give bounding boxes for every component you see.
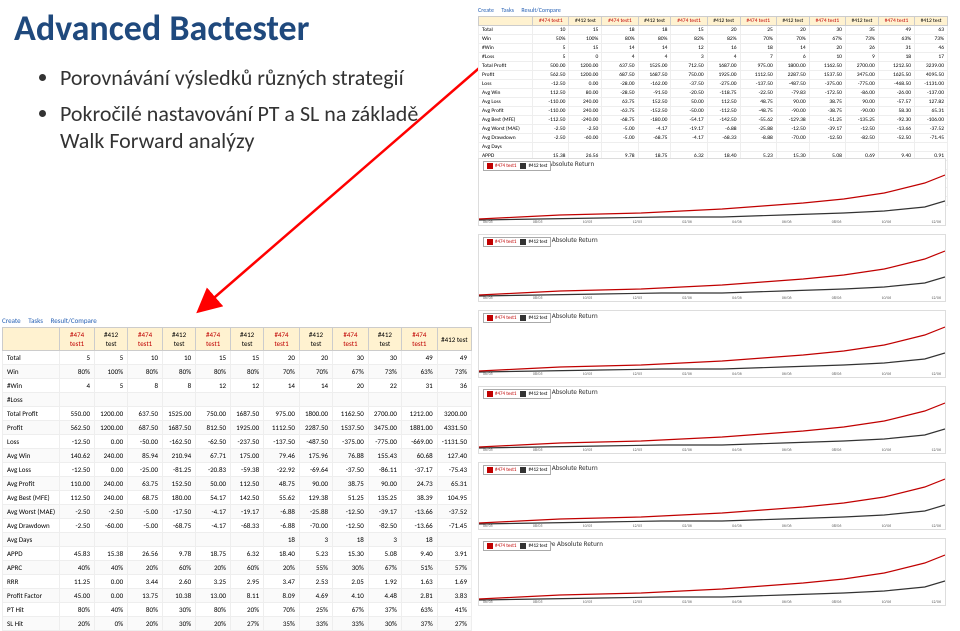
page-title: Advanced Bactester xyxy=(14,6,309,50)
chart-title: 10 Years Cumulative Absolute Return xyxy=(493,235,941,244)
tabs-bar: Create Tasks Result/Compare xyxy=(2,316,472,325)
big-results-table: #474 test1#412 test#474 test1#412 test#4… xyxy=(2,327,472,631)
big-results-panel: Create Tasks Result/Compare #474 test1#4… xyxy=(2,316,472,631)
chart-legend: #474 test1#412 test xyxy=(483,161,551,171)
equity-chart: 20 Years Cumulative Absolute Return#474 … xyxy=(478,386,946,454)
chart-title: 30 Years Cumulative Absolute Return xyxy=(493,463,941,472)
equity-chart: Max Years Cumulative Absolute Return#474… xyxy=(478,538,946,606)
chart-title: 5 Years Cumulative Absolute Return xyxy=(493,159,941,168)
tab-result[interactable]: Result/Compare xyxy=(51,316,97,325)
chart-legend: #474 test1#412 test xyxy=(483,541,551,551)
equity-chart: 5 Years Cumulative Absolute Return#474 t… xyxy=(478,158,946,226)
tab-tasks[interactable]: Tasks xyxy=(28,316,43,325)
bullet-item: Porovnávání výsledků různých strategií xyxy=(60,64,440,92)
chart-legend: #474 test1#412 test xyxy=(483,237,551,247)
chart-legend: #474 test1#412 test xyxy=(483,389,551,399)
tab-result[interactable]: Result/Compare xyxy=(521,6,561,14)
tabs-bar: Create Tasks Result/Compare xyxy=(478,6,948,14)
tab-tasks[interactable]: Tasks xyxy=(501,6,514,14)
chart-title: 20 Years Cumulative Absolute Return xyxy=(493,387,941,396)
equity-chart: 30 Years Cumulative Absolute Return#474 … xyxy=(478,462,946,530)
bullet-list: Porovnávání výsledků různých strategií P… xyxy=(40,64,440,163)
equity-chart: 10 Years Cumulative Absolute Return#474 … xyxy=(478,234,946,302)
chart-legend: #474 test1#412 test xyxy=(483,313,551,323)
chart-legend: #474 test1#412 test xyxy=(483,465,551,475)
equity-chart: 15 Years Cumulative Absolute Return#474 … xyxy=(478,310,946,378)
chart-title: 15 Years Cumulative Absolute Return xyxy=(493,311,941,320)
tab-create[interactable]: Create xyxy=(478,6,494,14)
chart-stack: 5 Years Cumulative Absolute Return#474 t… xyxy=(478,158,946,614)
tab-create[interactable]: Create xyxy=(2,316,21,325)
chart-title: Max Years Cumulative Absolute Return xyxy=(493,539,941,548)
bullet-item: Pokročilé nastavování PT a SL na základě… xyxy=(60,100,440,155)
